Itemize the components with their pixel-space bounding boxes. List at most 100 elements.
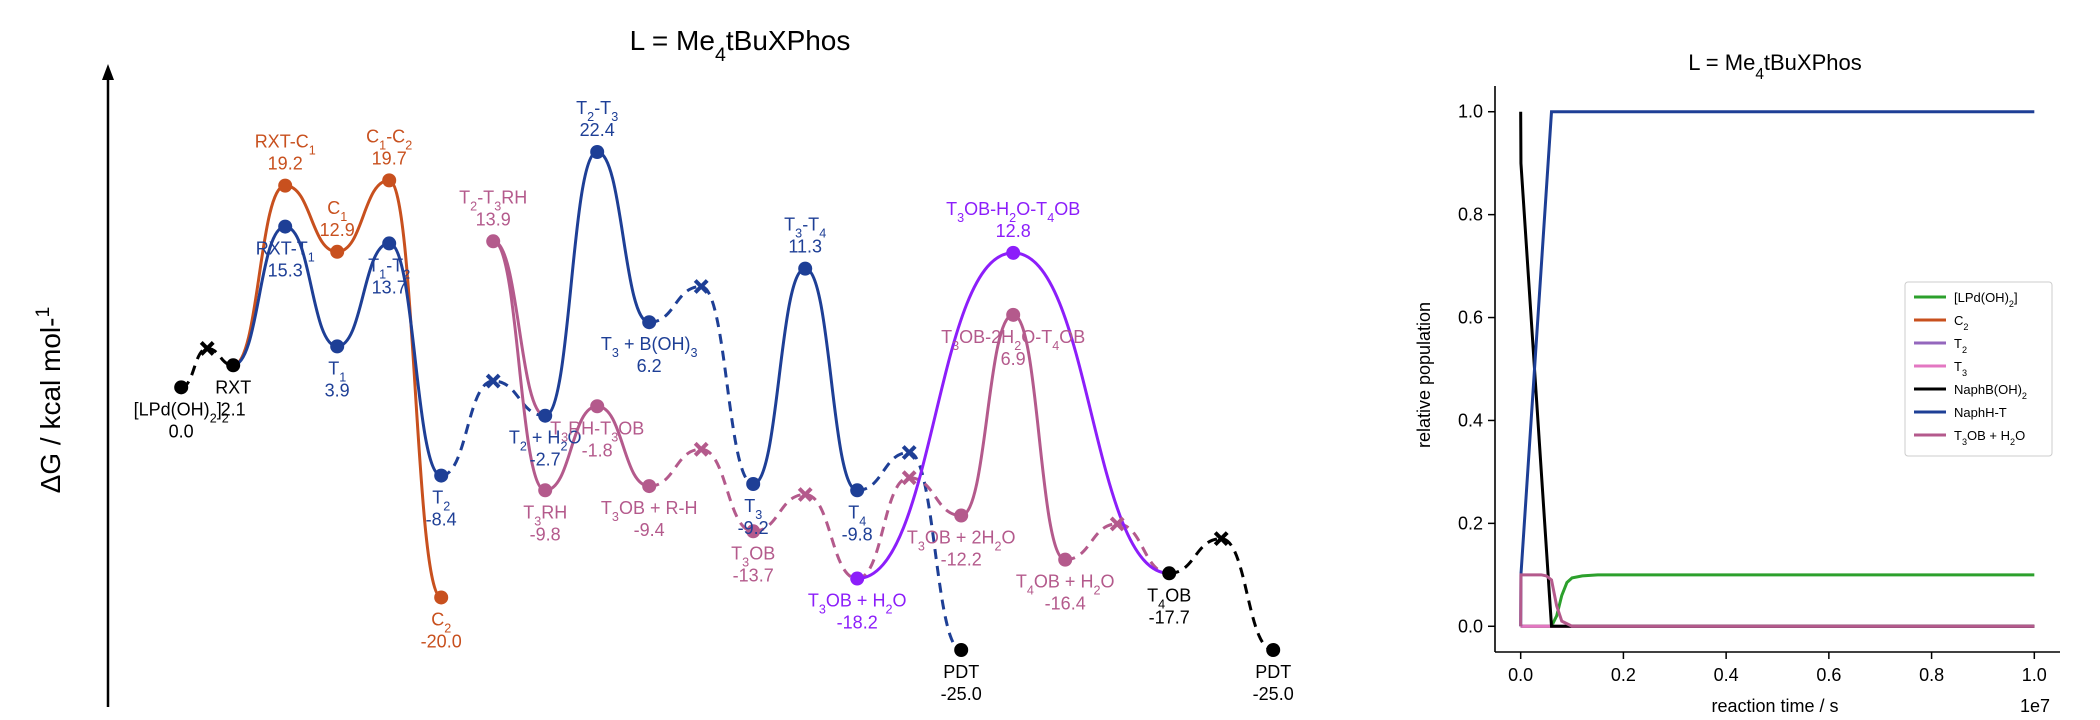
label-pdt1: PDT — [943, 662, 979, 682]
point-c1 — [330, 244, 345, 259]
ts-marker-x4 — [901, 445, 917, 460]
legend-label-t2: T2 — [1954, 336, 1967, 355]
label-t2: T2 — [432, 488, 450, 514]
value-t3ob2h2o: -12.2 — [941, 550, 982, 570]
point-t3boh3 — [642, 315, 657, 330]
label-lpd: [LPd(OH)2]2 — [134, 399, 229, 425]
label-t3boh3: T3 + B(OH)3 — [601, 334, 698, 360]
energy-profile-panel: L = Me4tBuXPhos ΔG / kcal mol-1 [LPd(OH)… — [32, 25, 1294, 707]
x-tick-label-0-4: 0.4 — [1714, 665, 1739, 685]
profile-segment-6 — [649, 284, 754, 486]
profile-segment-9 — [492, 239, 650, 492]
value-t3ob-h2o-t4ob: 12.8 — [996, 221, 1031, 241]
value-c2: -20.0 — [421, 631, 462, 651]
point-pdt2 — [1266, 643, 1281, 657]
value-t2-t3rh: 13.9 — [476, 209, 511, 229]
ts-marker-x3 — [693, 279, 709, 294]
value-t1-t2: 13.7 — [372, 277, 407, 297]
label-rxt-c1: RXT-C1 — [255, 132, 316, 158]
point-t3rh — [538, 483, 553, 498]
energy-profile-y-axis-arrowhead — [102, 64, 114, 80]
y-tick-label-0-8: 0.8 — [1458, 205, 1483, 225]
value-t3rh-t3ob: -1.8 — [582, 440, 613, 460]
label-t1-t2: T1-T2 — [368, 255, 410, 281]
point-c1-c2 — [382, 173, 397, 188]
point-t2 — [434, 468, 449, 483]
profile-segment-8 — [857, 450, 962, 652]
point-t3ob — [746, 524, 761, 539]
label-t3rh: T3RH — [523, 502, 567, 528]
point-t3ob-2h2o-t4ob — [1006, 307, 1021, 322]
ts-marker-x2 — [485, 373, 501, 389]
value-t2-t3: 22.4 — [580, 120, 615, 140]
label-t3: T3 — [744, 496, 762, 522]
value-rxt-t1: 15.3 — [268, 261, 303, 281]
value-t2h2o: -2.7 — [530, 450, 561, 470]
energy-profile-title: L = Me4tBuXPhos — [630, 25, 851, 66]
population-x-axis-multiplier: 1e7 — [2020, 696, 2050, 716]
point-c2 — [434, 590, 449, 605]
value-t2: -8.4 — [426, 510, 457, 530]
point-t2-t3 — [590, 145, 605, 159]
label-t3ob2h2o: T3OB + 2H2O — [907, 528, 1016, 554]
point-t1 — [330, 339, 345, 354]
value-rxt: 2.1 — [221, 399, 246, 419]
label-t3ob-2h2o-t4ob: T3OB-2H2O-T4OB — [941, 327, 1085, 353]
value-rxt-c1: 19.2 — [268, 154, 303, 174]
profile-segment-2 — [232, 178, 443, 599]
legend-label-t3ob-h2o: T3OB + H2O — [1954, 428, 2025, 447]
label-t1: T1 — [328, 358, 346, 384]
point-t2-t3rh — [486, 234, 501, 249]
ts-marker-x7 — [901, 470, 917, 486]
point-t3-t4 — [798, 261, 813, 276]
value-pdt2: -25.0 — [1253, 684, 1294, 704]
population-x-axis-label: reaction time / s — [1711, 696, 1838, 716]
label-t4obh2o: T4OB + H2O — [1016, 572, 1115, 598]
value-t4: -9.8 — [842, 524, 873, 544]
value-t3obh2o: -18.2 — [837, 613, 878, 633]
legend-label-naphh-t: NaphH-T — [1954, 405, 2007, 420]
point-t4ob — [1162, 566, 1177, 581]
x-tick-label-1-0: 1.0 — [2022, 665, 2047, 685]
energy-profile-y-axis-label: ΔG / kcal mol-1 — [32, 307, 66, 494]
population-panel: L = Me4tBuXPhos relative population reac… — [1414, 50, 2060, 716]
x-tick-label-0-2: 0.2 — [1611, 665, 1636, 685]
y-tick-label-0-6: 0.6 — [1458, 308, 1483, 328]
legend-label-t3: T3 — [1954, 359, 1967, 378]
y-tick-label-1-0: 1.0 — [1458, 102, 1483, 122]
legend-label-lpd-oh-2: [LPd(OH)2] — [1954, 290, 2018, 309]
label-t3ob: T3OB — [731, 543, 775, 569]
label-rxt: RXT — [215, 377, 251, 397]
ts-marker-x6 — [797, 487, 813, 502]
population-chart-title: L = Me4tBuXPhos — [1688, 50, 1861, 83]
label-rxt-t1: RXT-T1 — [256, 239, 315, 265]
label-t3ob-h2o-t4ob: T3OB-H2O-T4OB — [946, 199, 1080, 225]
point-t3rh-t3ob — [590, 399, 605, 414]
profile-segment-11 — [856, 476, 962, 581]
value-t3ob: -13.7 — [733, 565, 774, 585]
value-t4ob: -17.7 — [1149, 607, 1190, 627]
label-c2: C2 — [431, 609, 451, 635]
point-rxt-c1 — [278, 178, 293, 193]
y-tick-label-0-4: 0.4 — [1458, 410, 1483, 430]
value-c1: 12.9 — [320, 220, 355, 240]
point-pdt1 — [954, 643, 969, 657]
value-c1-c2: 19.7 — [372, 148, 407, 168]
label-pdt2: PDT — [1255, 662, 1291, 682]
energy-profile-points — [174, 145, 1281, 657]
ts-marker-x9 — [1213, 531, 1229, 547]
ts-marker-x1 — [199, 341, 215, 356]
point-t2h2o — [538, 408, 553, 423]
value-pdt1: -25.0 — [941, 684, 982, 704]
label-t4: T4 — [848, 502, 866, 528]
profile-segment-13 — [1065, 522, 1170, 575]
value-t3: -9.2 — [738, 518, 769, 538]
value-t3ob-2h2o-t4ob: 6.9 — [1001, 349, 1026, 369]
point-t4 — [850, 483, 865, 498]
legend-label-naphb-oh-2: NaphB(OH)2 — [1954, 382, 2027, 401]
point-t3obrh — [642, 479, 657, 494]
label-c1: C1 — [327, 198, 347, 224]
label-t2-t3rh: T2-T3RH — [459, 187, 527, 213]
